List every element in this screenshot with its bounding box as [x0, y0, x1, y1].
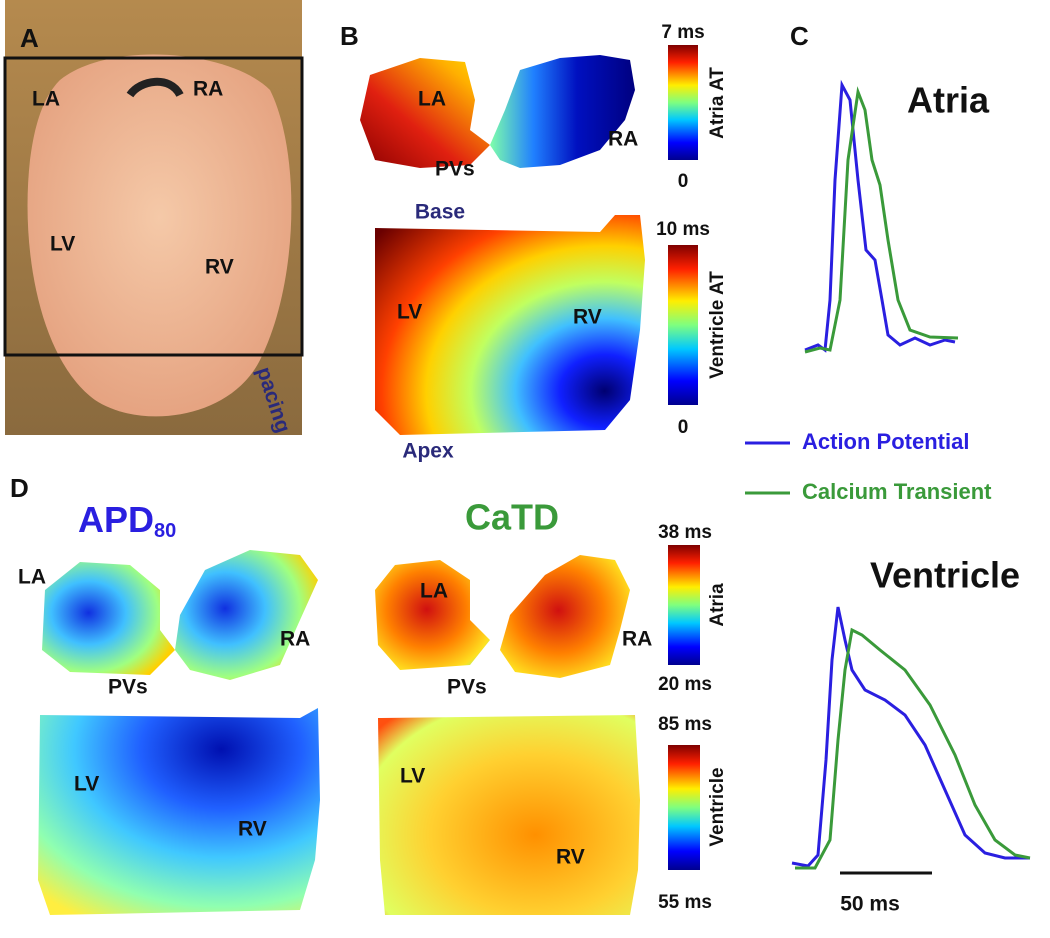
- region-label: RV: [573, 306, 602, 329]
- colorbar-min: 55 ms: [658, 892, 712, 913]
- apd-ventricle-map: [38, 708, 320, 915]
- title-subscript: 80: [154, 520, 176, 542]
- atria-map-ra: [490, 55, 635, 168]
- title-main: APD: [78, 499, 154, 540]
- colorbar: [668, 245, 698, 405]
- panel-label: A: [20, 23, 39, 53]
- colorbar: [668, 45, 698, 160]
- panel-label: D: [10, 473, 29, 503]
- action-potential-trace: [791, 606, 1030, 868]
- scale-bar-label: 50 ms: [840, 893, 900, 916]
- crop-box: [3, 56, 304, 357]
- region-label: LV: [397, 301, 422, 324]
- ventricle-map: [375, 215, 645, 435]
- colorbar-title: Atria: [707, 583, 728, 627]
- region-label: RA: [193, 78, 223, 101]
- colorbar-max: 7 ms: [661, 22, 704, 43]
- panel-label: B: [340, 21, 359, 51]
- region-label: RV: [205, 256, 234, 279]
- catd-atria-la: [375, 560, 490, 670]
- map-title: CaTD: [465, 497, 559, 538]
- trace-title: Atria: [907, 80, 990, 121]
- apd-atria-la: [42, 562, 175, 675]
- colorbar-min: 0: [678, 171, 689, 192]
- cannula: [126, 77, 184, 98]
- region-label: RA: [622, 628, 652, 651]
- catd-ventricle-map: [378, 715, 640, 915]
- region-label: LA: [18, 566, 46, 589]
- orientation-label: Base: [415, 201, 465, 224]
- colorbar-title: Atria AT: [707, 67, 728, 139]
- region-label: RA: [280, 628, 310, 651]
- region-label: LV: [74, 773, 99, 796]
- calcium-transient-trace: [804, 86, 959, 354]
- region-label: PVs: [435, 158, 475, 181]
- region-label: RV: [238, 818, 267, 841]
- apd-atria-ra: [175, 550, 318, 680]
- region-label: LV: [50, 233, 75, 256]
- colorbar-min: 20 ms: [658, 674, 712, 695]
- colorbar: [668, 545, 700, 665]
- region-label: LA: [418, 88, 446, 111]
- region-label: LV: [400, 765, 425, 788]
- action-potential-trace: [804, 79, 956, 353]
- legend-label: Calcium Transient: [802, 479, 992, 504]
- colorbar-max: 10 ms: [656, 219, 710, 240]
- region-label: PVs: [447, 676, 487, 699]
- region-label: LA: [420, 580, 448, 603]
- map-title: APD80: [78, 499, 176, 543]
- atria-map-la: [360, 58, 490, 168]
- colorbar-min: 0: [678, 417, 689, 438]
- catd-atria-ra: [500, 555, 630, 678]
- heart: [27, 54, 292, 417]
- calcium-transient-trace: [795, 627, 1031, 870]
- orientation-label: Apex: [402, 440, 454, 463]
- colorbar: [668, 745, 700, 870]
- trace-title: Ventricle: [870, 555, 1020, 596]
- region-label: PVs: [108, 676, 148, 699]
- legend-label: Action Potential: [802, 429, 969, 454]
- colorbar-title: Ventricle: [707, 767, 728, 846]
- colorbar-max: 85 ms: [658, 714, 712, 735]
- region-label: RA: [608, 128, 638, 151]
- region-label: LA: [32, 88, 60, 111]
- colorbar-title: Ventricle AT: [707, 271, 728, 379]
- region-label: RV: [556, 846, 585, 869]
- panel-label: C: [790, 21, 809, 51]
- colorbar-max: 38 ms: [658, 522, 712, 543]
